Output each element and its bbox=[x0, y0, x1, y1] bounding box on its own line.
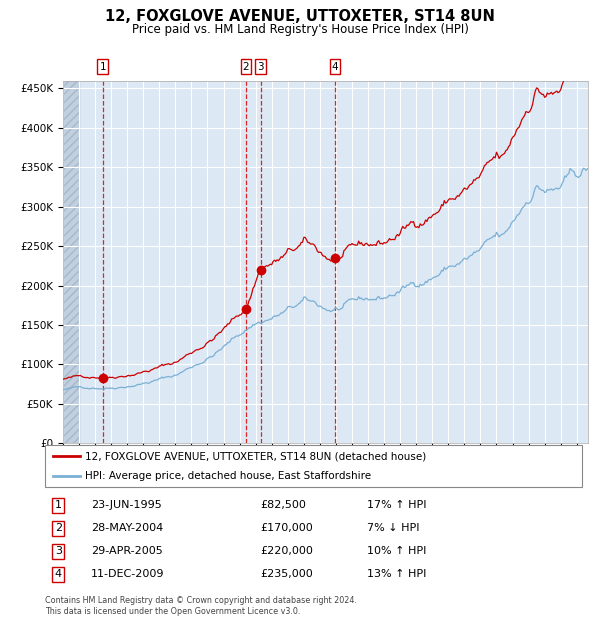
Text: Price paid vs. HM Land Registry's House Price Index (HPI): Price paid vs. HM Land Registry's House … bbox=[131, 23, 469, 36]
Text: 3: 3 bbox=[55, 546, 62, 556]
Text: 11-DEC-2009: 11-DEC-2009 bbox=[91, 569, 164, 579]
Text: 17% ↑ HPI: 17% ↑ HPI bbox=[367, 500, 427, 510]
Text: 13% ↑ HPI: 13% ↑ HPI bbox=[367, 569, 427, 579]
Text: HPI: Average price, detached house, East Staffordshire: HPI: Average price, detached house, East… bbox=[85, 471, 371, 481]
Text: £220,000: £220,000 bbox=[260, 546, 313, 556]
Text: Contains HM Land Registry data © Crown copyright and database right 2024.
This d: Contains HM Land Registry data © Crown c… bbox=[45, 596, 357, 616]
Text: £170,000: £170,000 bbox=[260, 523, 313, 533]
Text: 2: 2 bbox=[243, 61, 250, 71]
Bar bbox=[63, 81, 80, 443]
Text: £235,000: £235,000 bbox=[260, 569, 313, 579]
Text: 29-APR-2005: 29-APR-2005 bbox=[91, 546, 163, 556]
Text: 12, FOXGLOVE AVENUE, UTTOXETER, ST14 8UN (detached house): 12, FOXGLOVE AVENUE, UTTOXETER, ST14 8UN… bbox=[85, 451, 427, 461]
Text: 3: 3 bbox=[257, 61, 264, 71]
Text: 1: 1 bbox=[100, 61, 106, 71]
Text: £82,500: £82,500 bbox=[260, 500, 305, 510]
Text: 23-JUN-1995: 23-JUN-1995 bbox=[91, 500, 161, 510]
Text: 12, FOXGLOVE AVENUE, UTTOXETER, ST14 8UN: 12, FOXGLOVE AVENUE, UTTOXETER, ST14 8UN bbox=[105, 9, 495, 24]
Text: 2: 2 bbox=[55, 523, 62, 533]
Text: 4: 4 bbox=[55, 569, 62, 579]
Text: 10% ↑ HPI: 10% ↑ HPI bbox=[367, 546, 427, 556]
Text: 7% ↓ HPI: 7% ↓ HPI bbox=[367, 523, 420, 533]
Text: 1: 1 bbox=[55, 500, 62, 510]
Text: 4: 4 bbox=[332, 61, 338, 71]
Text: 28-MAY-2004: 28-MAY-2004 bbox=[91, 523, 163, 533]
